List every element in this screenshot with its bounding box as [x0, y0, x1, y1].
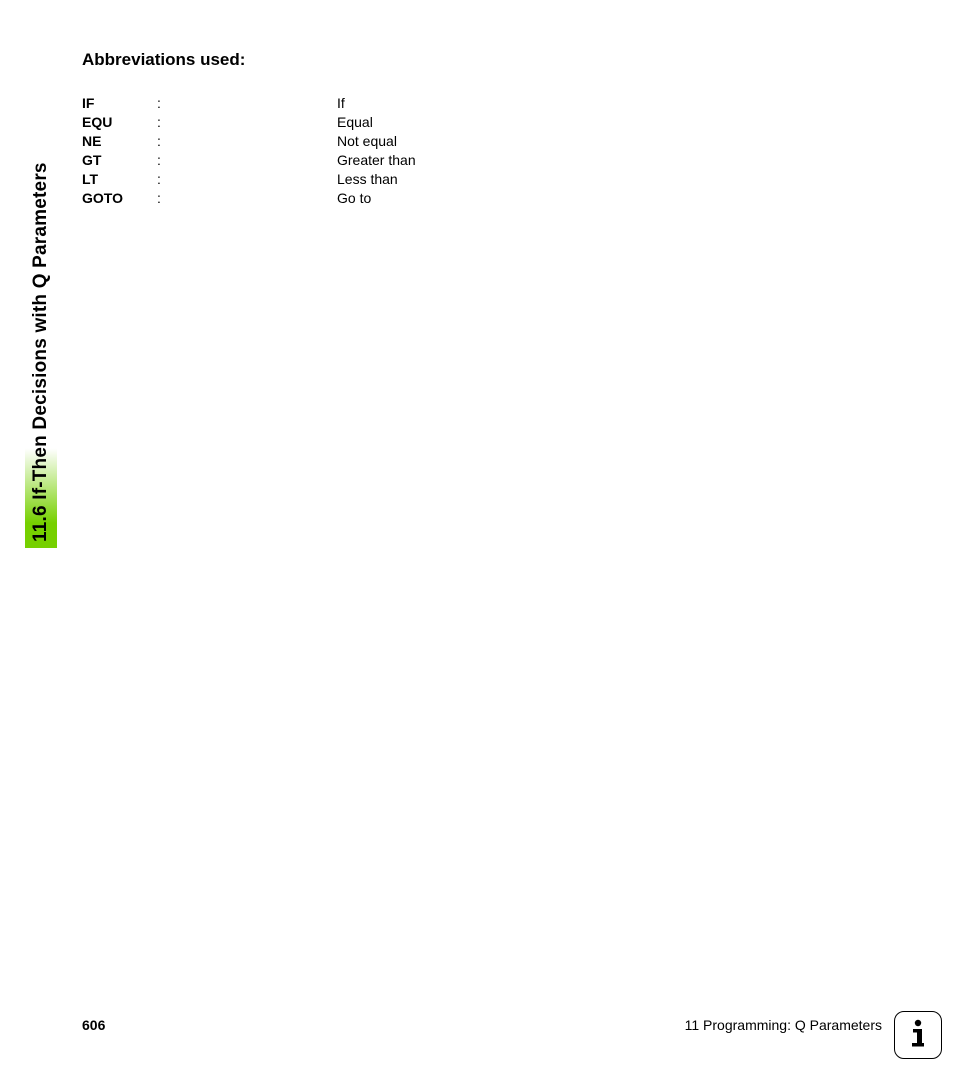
abbr-colon: : — [157, 170, 337, 189]
table-row: GOTO : Go to — [82, 189, 882, 208]
table-row: EQU : Equal — [82, 113, 882, 132]
abbr-colon: : — [157, 151, 337, 170]
abbr-key: GOTO — [82, 189, 157, 208]
side-tab-title: 11.6 If-Then Decisions with Q Parameters — [25, 50, 57, 548]
table-row: IF : If — [82, 94, 882, 113]
abbr-value: Greater than — [337, 151, 416, 170]
page: 11.6 If-Then Decisions with Q Parameters… — [0, 0, 954, 1091]
abbr-key: NE — [82, 132, 157, 151]
side-tab: 11.6 If-Then Decisions with Q Parameters — [25, 50, 57, 548]
abbr-value: Less than — [337, 170, 398, 189]
abbr-colon: : — [157, 132, 337, 151]
page-footer: 606 11 Programming: Q Parameters — [82, 1017, 882, 1033]
info-icon — [908, 1019, 928, 1052]
abbr-colon: : — [157, 94, 337, 113]
abbr-value: Go to — [337, 189, 371, 208]
abbr-colon: : — [157, 113, 337, 132]
page-number: 606 — [82, 1017, 105, 1033]
abbr-value: If — [337, 94, 345, 113]
abbr-colon: : — [157, 189, 337, 208]
abbr-value: Not equal — [337, 132, 397, 151]
table-row: LT : Less than — [82, 170, 882, 189]
content-area: Abbreviations used: IF : If EQU : Equal … — [82, 50, 882, 208]
abbr-key: GT — [82, 151, 157, 170]
table-row: GT : Greater than — [82, 151, 882, 170]
abbr-key: IF — [82, 94, 157, 113]
abbr-key: EQU — [82, 113, 157, 132]
abbr-key: LT — [82, 170, 157, 189]
info-badge — [894, 1011, 942, 1059]
abbr-value: Equal — [337, 113, 373, 132]
abbreviations-table: IF : If EQU : Equal NE : Not equal GT : … — [82, 94, 882, 208]
chapter-title: 11 Programming: Q Parameters — [685, 1017, 882, 1033]
section-heading: Abbreviations used: — [82, 50, 882, 70]
table-row: NE : Not equal — [82, 132, 882, 151]
